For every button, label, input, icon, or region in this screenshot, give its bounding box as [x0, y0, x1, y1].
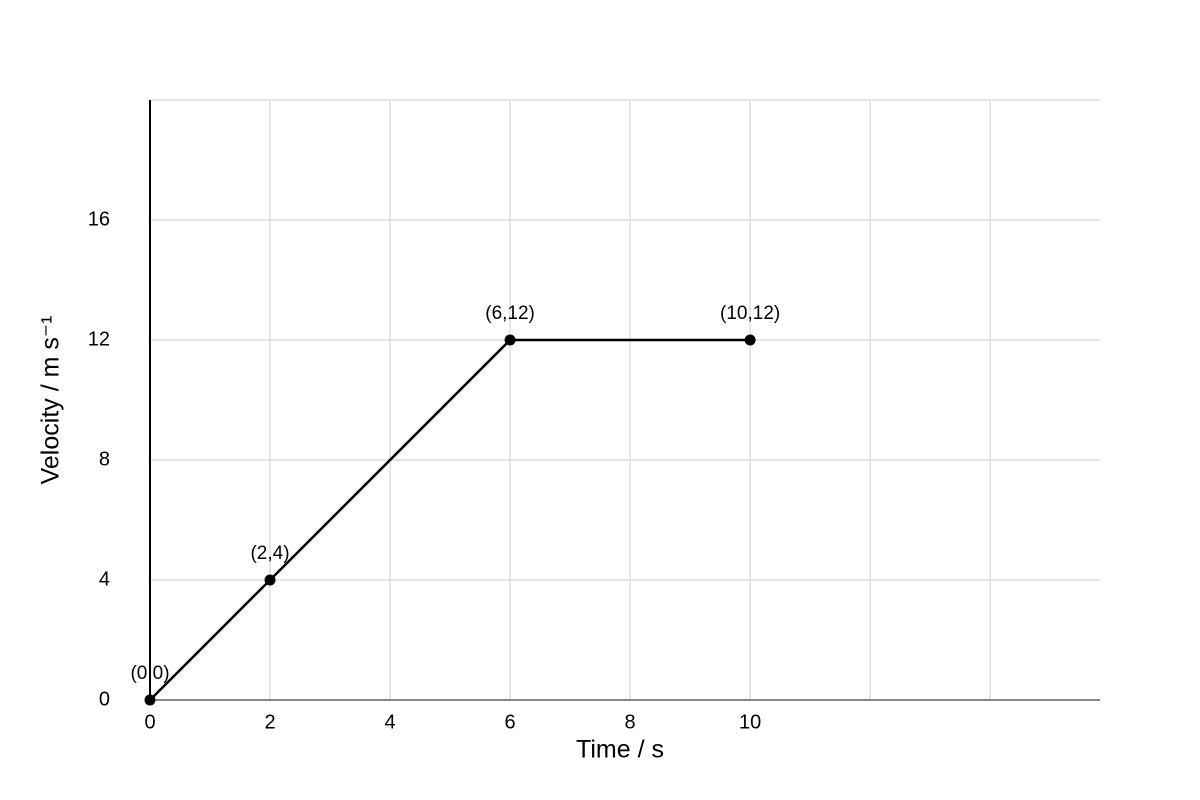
x-tick-label: 4: [384, 711, 395, 733]
point: [504, 334, 516, 346]
line: [149, 338, 751, 701]
data-label: (0,0): [130, 663, 169, 684]
point: [144, 694, 156, 706]
x-axis-label: Time / s: [576, 736, 664, 764]
y-tick-label: 12: [88, 328, 110, 350]
data-label: (10,12): [720, 303, 780, 324]
x-tick-label: 6: [505, 711, 516, 733]
point: [744, 334, 756, 346]
y-tick-label: 16: [88, 208, 110, 230]
grid: [149, 100, 1100, 701]
y-tick-label: 0: [99, 688, 110, 710]
y-tick-label: 8: [99, 448, 110, 470]
data-label: (2,4): [250, 543, 289, 564]
x-tick-label: 10: [739, 711, 761, 733]
x-tick-label: 0: [144, 711, 155, 733]
y-tick-label: 4: [99, 568, 110, 590]
x-tick-label: 8: [625, 711, 636, 733]
point: [264, 574, 276, 586]
x-tick-label: 2: [264, 711, 275, 733]
data-label: (6,12): [485, 303, 535, 324]
y-axis-label: Velocity / m s⁻¹: [37, 316, 65, 485]
